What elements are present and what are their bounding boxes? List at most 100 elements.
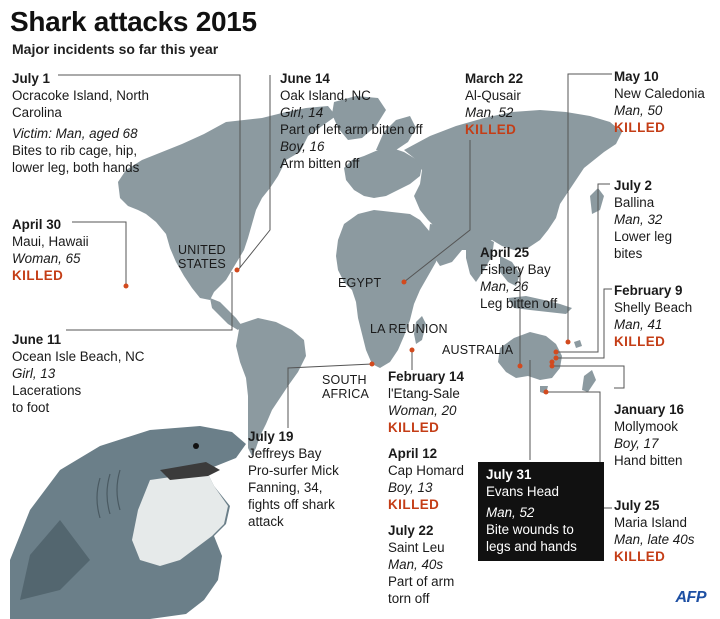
afp-logo: AFP (675, 589, 707, 606)
killed-badge: KILLED (614, 120, 666, 135)
incident-injury: Bite wounds to legs and hands (486, 522, 577, 554)
shark-illustration (10, 426, 246, 619)
incident-victim: Man, late 40s (614, 532, 695, 547)
incident-date: February 9 (614, 283, 683, 298)
incident-new-caledonia: May 10 New Caledonia Man, 50 KILLED (614, 68, 718, 136)
incident-injury: Leg bitten off (480, 296, 558, 311)
incident-victim: Woman, 65 (12, 251, 81, 266)
incident-victim: Man, 26 (480, 279, 529, 294)
leader-new-caledonia (567, 73, 612, 342)
leader-ocracoke (58, 74, 241, 268)
incident-victim: Man, 52 (465, 105, 514, 120)
shark-eye (193, 443, 199, 449)
killed-badge: KILLED (12, 268, 64, 283)
killed-badge: KILLED (614, 334, 666, 349)
madagascar-landmass (414, 316, 426, 344)
incident-injury: Pro-surfer Mick Fanning, 34, fights off … (248, 463, 339, 529)
marker-egypt (401, 279, 407, 285)
incident-date: March 22 (465, 71, 524, 86)
country-label-united-states: UNITED STATES (178, 243, 226, 271)
incident-victim: Boy, 13 (388, 480, 433, 495)
page-title: Shark attacks 2015 (10, 6, 257, 37)
marker-reunion (409, 347, 415, 353)
incident-date: June 14 (280, 71, 330, 86)
country-label-australia: AUSTRALIA (442, 343, 514, 357)
incident-date: July 25 (614, 498, 660, 513)
incident-ballina: July 2 Ballina Man, 32 Lower leg bites (614, 177, 706, 262)
incident-date: April 25 (480, 245, 530, 260)
marker-south-africa (369, 361, 375, 367)
incident-victim: Man, 32 (614, 212, 663, 227)
india-landmass (466, 236, 494, 282)
incident-injury: Lower leg bites (614, 229, 673, 261)
incident-place: l'Etang-Sale (388, 386, 460, 401)
incident-date: January 16 (614, 402, 684, 417)
killed-badge: KILLED (388, 497, 440, 512)
africa-landmass (336, 210, 440, 368)
country-label-la-reunion: LA REUNION (370, 322, 448, 336)
incident-place: Fishery Bay (480, 262, 551, 277)
shark-mouth (160, 462, 220, 480)
leader-jeffreys-bay (287, 363, 373, 428)
marker-maria-island (543, 389, 549, 395)
incident-place: Mollymook (614, 419, 678, 434)
incident-date: April 30 (12, 217, 62, 232)
killed-badge: KILLED (388, 420, 440, 435)
shark-fin (20, 520, 90, 600)
incident-jeffreys-bay: July 19 Jeffreys Bay Pro-surfer Mick Fan… (248, 428, 368, 530)
marker-new-caledonia (565, 339, 571, 345)
incident-shelly-beach: February 9 Shelly Beach Man, 41 KILLED (614, 282, 714, 350)
incident-oak-island: June 14 Oak Island, NC Girl, 14 Part of … (280, 70, 450, 172)
marker-north-carolina (234, 267, 240, 273)
leader-shelly-beach (556, 288, 612, 359)
incident-date: July 1 (12, 71, 50, 86)
killed-badge: KILLED (614, 549, 666, 564)
incident-injury-2: Arm bitten off (280, 156, 360, 171)
north-america-landmass (118, 106, 336, 300)
leader-ocean-isle (66, 272, 233, 331)
incident-place: Maui, Hawaii (12, 234, 89, 249)
incident-victim-2: Boy, 16 (280, 139, 325, 154)
europe-landmass (344, 148, 422, 198)
incident-place: Cap Homard (388, 463, 464, 478)
incident-victim: Man, 50 (614, 103, 663, 118)
incident-injury: Bites to rib cage, hip, lower leg, both … (12, 143, 140, 175)
incident-place: Saint Leu (388, 540, 445, 555)
killed-badge: KILLED (465, 122, 517, 137)
incident-maria-island: July 25 Maria Island Man, late 40s KILLE… (614, 497, 718, 565)
central-america-landmass (210, 298, 242, 330)
incident-place: Ballina (614, 195, 655, 210)
incident-injury: Part of left arm bitten off (280, 122, 423, 137)
incident-place: Jeffreys Bay (248, 446, 322, 461)
incident-ocracoke: July 1 Ocracoke Island, North Carolina V… (12, 70, 172, 176)
new-zealand-landmass (582, 370, 596, 392)
incident-date: July 22 (388, 523, 434, 538)
marker-fishery-bay (517, 363, 523, 369)
incident-place: New Caledonia (614, 86, 705, 101)
marker-mollymook (549, 363, 555, 369)
indonesia-landmass (508, 296, 572, 314)
incident-saint-leu: July 22 Saint Leu Man, 40s Part of arm t… (388, 522, 468, 607)
incident-fishery-bay: April 25 Fishery Bay Man, 26 Leg bitten … (480, 244, 580, 312)
incident-injury: Hand bitten (614, 453, 683, 468)
incident-place: Maria Island (614, 515, 687, 530)
page-subtitle: Major incidents so far this year (12, 41, 219, 57)
leader-mollymook (552, 365, 625, 389)
incident-date: February 14 (388, 369, 464, 384)
marker-evans-head (549, 359, 555, 365)
shark-belly (132, 470, 228, 566)
incident-victim: Girl, 14 (280, 105, 324, 120)
incident-date: May 10 (614, 69, 659, 84)
incident-maui: April 30 Maui, Hawaii Woman, 65 KILLED (12, 216, 132, 284)
incident-etang-sale: February 14 l'Etang-Sale Woman, 20 KILLE… (388, 368, 480, 436)
incident-date: July 31 (486, 467, 532, 482)
incident-victim: Man, 52 (486, 505, 535, 520)
leader-maria-island (546, 391, 612, 509)
shark-gill-lines (96, 469, 121, 519)
incident-evans-head: July 31 Evans Head Man, 52 Bite wounds t… (478, 462, 604, 561)
incident-mollymook: January 16 Mollymook Boy, 17 Hand bitten (614, 401, 714, 469)
incident-al-qusair: March 22 Al-Qusair Man, 52 KILLED (465, 70, 565, 138)
leader-lines (58, 73, 625, 509)
incident-place: Al-Qusair (465, 88, 521, 103)
